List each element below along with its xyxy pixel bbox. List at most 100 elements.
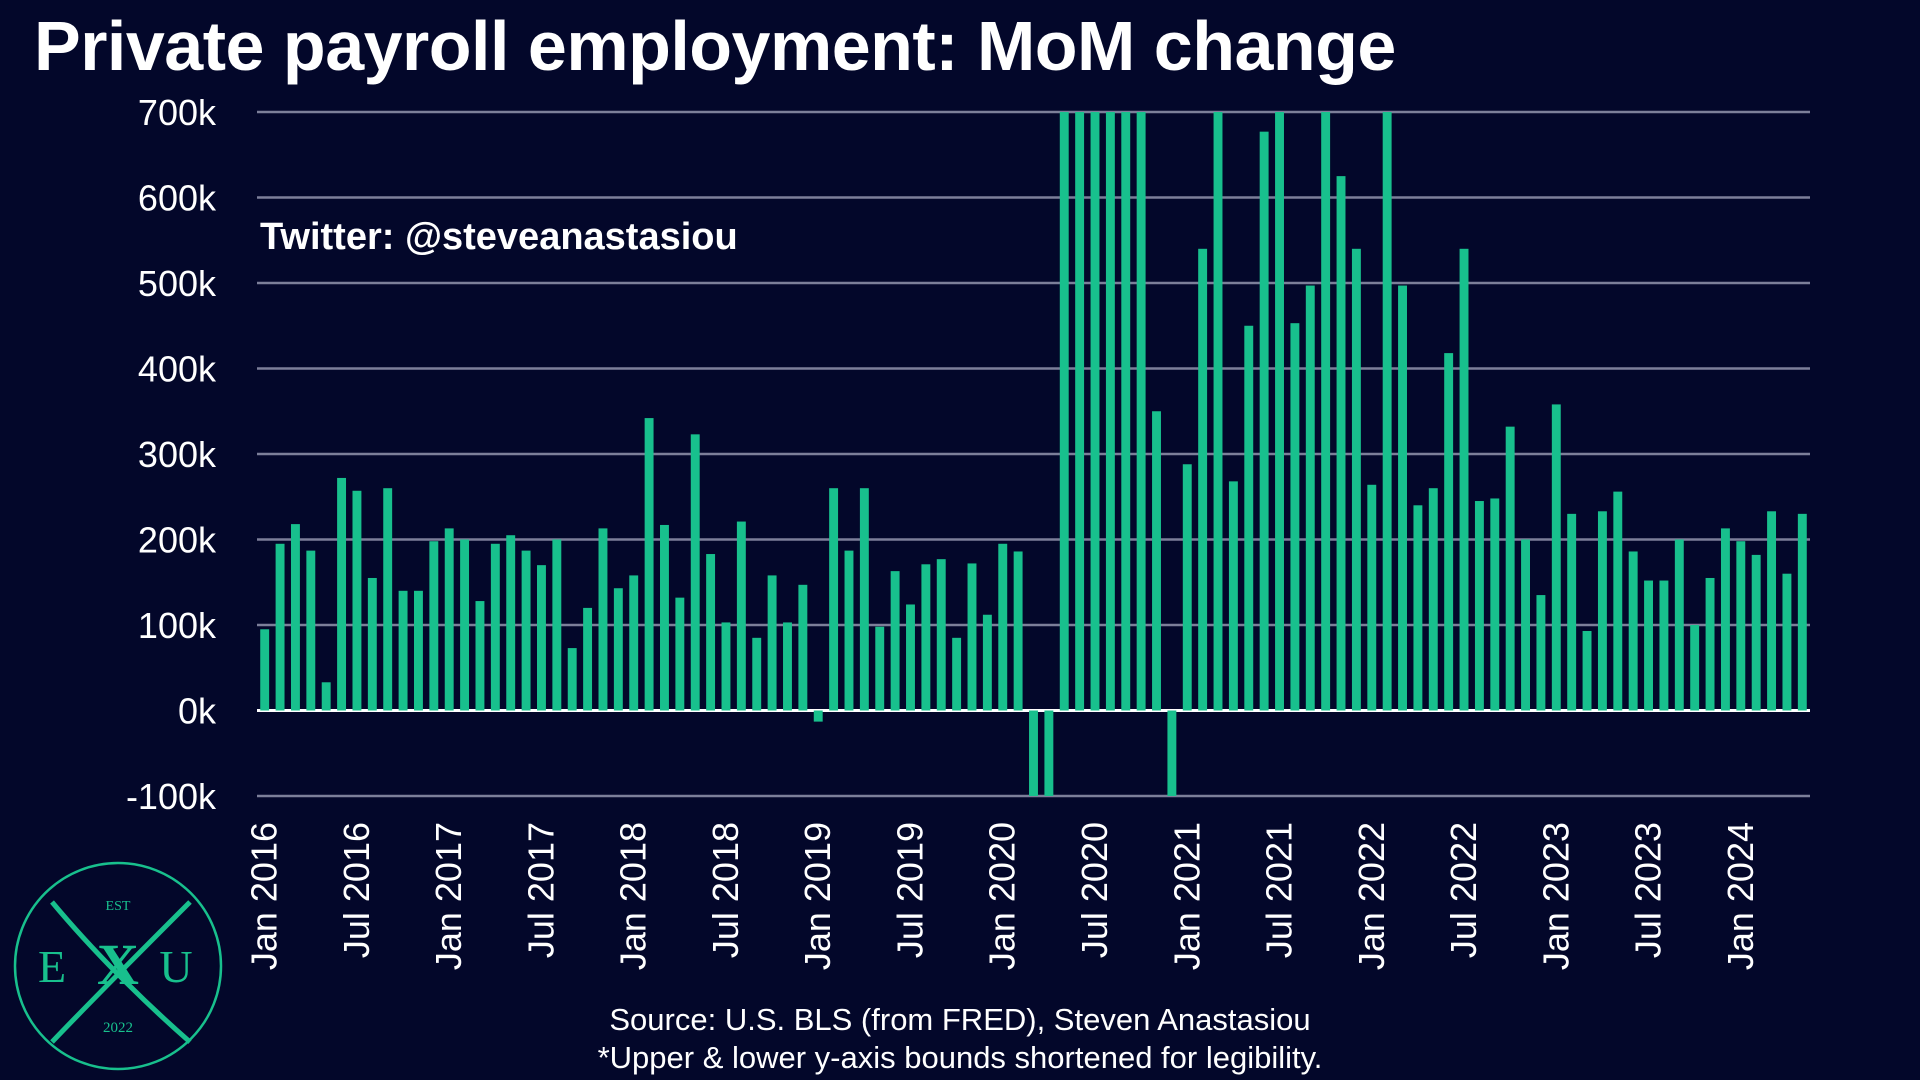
bar xyxy=(567,648,577,711)
bar xyxy=(1382,112,1392,711)
bar xyxy=(537,565,546,711)
twitter-watermark: Twitter: @steveanastasiou xyxy=(260,216,738,258)
y-tick-label: 700k xyxy=(138,92,217,133)
bar xyxy=(1751,554,1761,711)
x-tick-label: Jul 2018 xyxy=(705,822,746,958)
bar xyxy=(967,563,977,711)
bar xyxy=(1659,580,1669,711)
bar xyxy=(1075,112,1085,711)
bar xyxy=(260,629,270,711)
bar xyxy=(982,614,992,711)
bar xyxy=(1305,285,1315,711)
bar xyxy=(1720,528,1730,711)
bar xyxy=(506,535,516,711)
bar xyxy=(1152,411,1161,711)
bar xyxy=(552,539,562,711)
bar xyxy=(1613,491,1623,711)
bar xyxy=(998,543,1008,711)
x-tick-label: Jan 2019 xyxy=(797,822,838,970)
bar xyxy=(1044,710,1054,796)
x-tick-label: Jul 2020 xyxy=(1074,822,1115,958)
bar xyxy=(1536,595,1546,711)
bar xyxy=(1290,323,1300,711)
y-tick-label: 500k xyxy=(138,263,217,304)
y-tick-label: 200k xyxy=(138,520,217,561)
bar xyxy=(521,550,531,711)
bar xyxy=(1567,513,1577,711)
y-tick-label: 400k xyxy=(138,349,217,390)
bar xyxy=(352,490,362,711)
bar xyxy=(675,597,685,711)
bar xyxy=(1459,248,1469,711)
bar xyxy=(1259,131,1269,711)
bar xyxy=(583,607,593,711)
x-tick-label: Jan 2022 xyxy=(1351,822,1392,970)
bar xyxy=(1275,112,1284,711)
bar xyxy=(290,524,300,711)
logo-e: E xyxy=(38,941,66,992)
bar xyxy=(1505,426,1515,711)
x-tick-label: Jan 2023 xyxy=(1535,822,1576,970)
x-tick-label: Jul 2022 xyxy=(1443,822,1484,958)
x-tick-label: Jan 2021 xyxy=(1166,822,1207,970)
bar xyxy=(783,622,792,711)
bar xyxy=(629,575,639,711)
bar xyxy=(1213,112,1223,711)
bar xyxy=(1413,505,1423,711)
bar xyxy=(1228,481,1238,711)
bar xyxy=(1136,112,1146,711)
gridlines xyxy=(257,110,1810,798)
bar xyxy=(798,584,808,711)
x-tick-label: Jan 2016 xyxy=(244,822,285,970)
bar xyxy=(1674,539,1684,711)
bar xyxy=(1597,511,1607,711)
bar xyxy=(367,577,377,711)
bar xyxy=(1444,353,1454,711)
bar xyxy=(1736,541,1746,711)
bar xyxy=(1105,112,1115,711)
bar xyxy=(321,682,331,711)
bar xyxy=(690,434,700,711)
bar xyxy=(1705,577,1715,711)
x-tick-label: Jul 2021 xyxy=(1259,822,1300,958)
bar xyxy=(1090,112,1100,711)
bar xyxy=(1551,404,1561,711)
bar xyxy=(1182,464,1192,711)
bar xyxy=(1582,630,1592,711)
y-tick-label: 0k xyxy=(178,691,217,732)
y-axis-ticks: -100k 0k 100k 200k 300k 400k 500k 600k 700k xyxy=(126,92,217,817)
bar xyxy=(1474,501,1484,711)
bar xyxy=(306,550,316,711)
logo-x: X xyxy=(97,932,139,997)
bar xyxy=(460,539,470,711)
bar-chart: -100k 0k 100k 200k 300k 400k 500k 600k 700k Jan … xyxy=(126,92,1810,970)
x-tick-label: Jan 2018 xyxy=(613,822,654,970)
bar xyxy=(275,543,285,711)
y-tick-label: 300k xyxy=(138,434,217,475)
bar xyxy=(813,710,823,722)
bar xyxy=(752,637,762,711)
bar xyxy=(936,559,946,711)
bar xyxy=(475,601,485,711)
y-tick-label: -100k xyxy=(126,776,217,817)
bar xyxy=(644,418,654,711)
bar xyxy=(1767,511,1777,711)
bar xyxy=(906,604,915,711)
logo-u: U xyxy=(159,941,192,992)
bar xyxy=(1121,112,1131,711)
bar xyxy=(337,477,347,711)
bar xyxy=(1244,325,1254,711)
bar xyxy=(1521,539,1530,711)
bar xyxy=(721,622,731,711)
logo-est: EST xyxy=(106,899,131,914)
bar xyxy=(875,626,885,711)
bar xyxy=(1013,551,1023,711)
bar xyxy=(921,564,931,711)
x-tick-label: Jan 2017 xyxy=(428,822,469,970)
bar xyxy=(1167,710,1177,796)
bar xyxy=(952,637,962,711)
bar xyxy=(1782,573,1792,711)
bar xyxy=(613,588,623,711)
bar xyxy=(444,528,454,711)
bar xyxy=(844,550,854,711)
